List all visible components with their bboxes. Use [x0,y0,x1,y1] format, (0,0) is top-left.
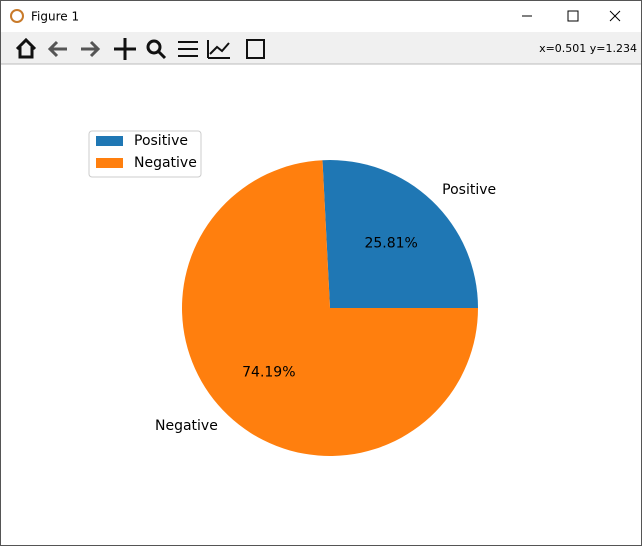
close-button[interactable] [609,10,621,22]
percent-label: 74.19% [242,364,295,380]
configure-button[interactable] [178,41,198,57]
zoom-button[interactable] [146,39,162,55]
window-title: Figure 1 [31,10,79,24]
legend-swatch [96,158,123,168]
pie-slice [182,160,478,457]
title-bar [1,1,641,32]
coordinates: x=0.501 y=1.234 [539,42,637,55]
slice-label: Negative [155,418,218,434]
home-button[interactable] [15,37,37,59]
pan-button[interactable] [114,38,136,60]
app-icon [10,9,24,23]
pie-slice [322,159,478,308]
maximize-button[interactable] [567,10,579,22]
percent-label: 25.81% [364,236,417,252]
toolbar-icons [15,37,265,60]
zoom-handle [157,50,167,60]
axes-button[interactable] [207,40,230,59]
toolbar [1,32,641,64]
slice-label: Positive [442,182,496,198]
legend-swatch [96,136,123,146]
forward-button[interactable] [81,40,101,58]
legend-label: Negative [134,155,197,171]
save-button[interactable] [246,39,265,59]
legend-label: Positive [134,133,188,149]
back-button[interactable] [47,40,67,58]
